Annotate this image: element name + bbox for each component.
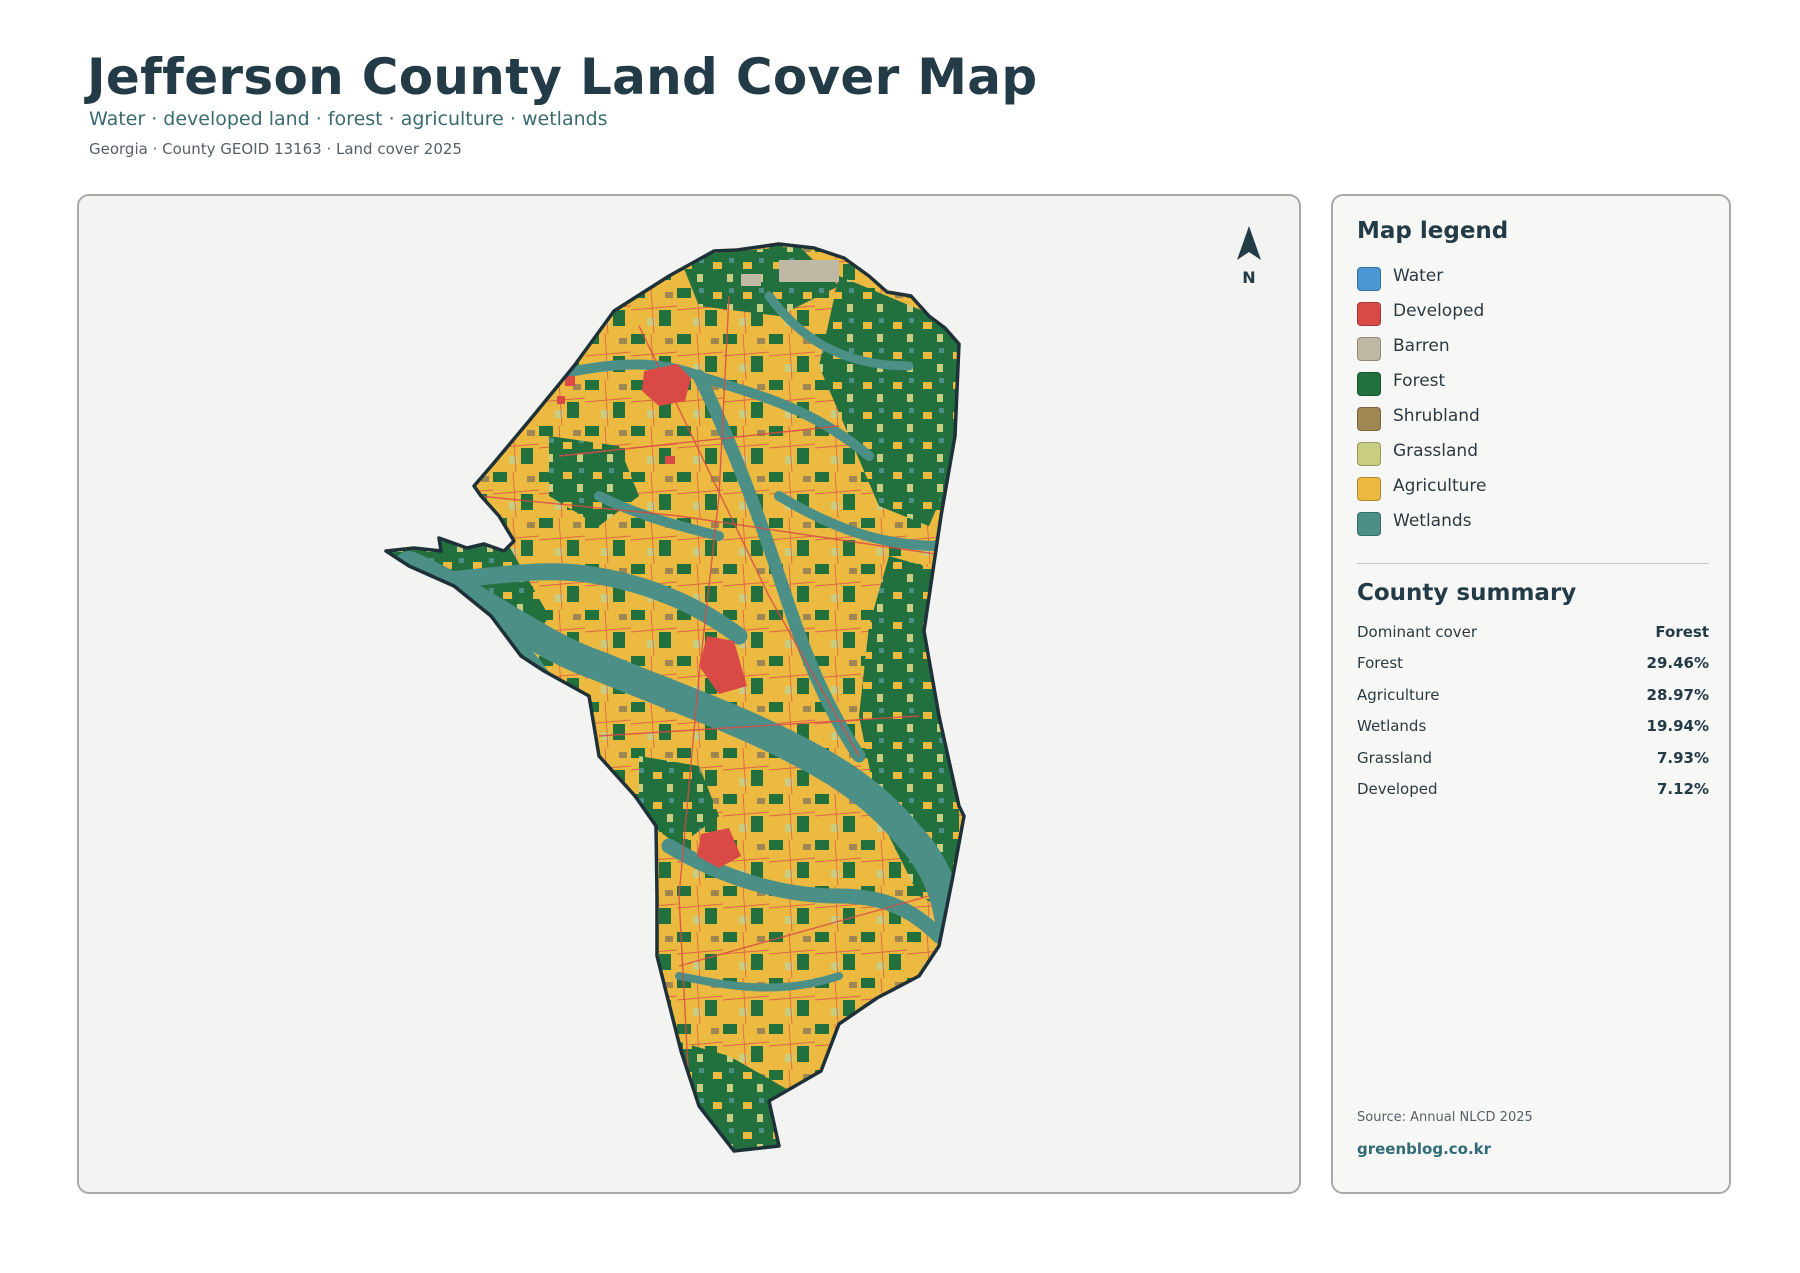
summary-label: Developed <box>1357 779 1438 798</box>
forest-patch <box>639 756 719 846</box>
road <box>558 425 840 457</box>
developed-area <box>565 376 575 386</box>
wetland-channel <box>661 838 947 944</box>
summary-label: Forest <box>1357 654 1404 673</box>
legend-item-water: Water <box>1357 265 1697 300</box>
legend-list: Water Developed Barren Forest Shrubland Grass… <box>1357 265 1697 545</box>
summary-label: Grassland <box>1357 748 1432 767</box>
legend-label: Agriculture <box>1393 476 1487 496</box>
north-arrow: N <box>1229 226 1269 287</box>
legend-item-agriculture: Agriculture <box>1357 475 1697 510</box>
summary-row: Forest 29.46% <box>1357 654 1709 685</box>
wetland-channel <box>544 359 874 461</box>
map-meta-line: Georgia · County GEOID 13163 · Land cove… <box>89 140 462 158</box>
panel-divider <box>1357 563 1709 564</box>
road <box>598 715 920 737</box>
wetland-channel <box>675 972 843 992</box>
site-link[interactable]: greenblog.co.kr <box>1357 1140 1492 1158</box>
summary-heading: County summary <box>1357 580 1577 606</box>
legend-swatch <box>1357 302 1381 326</box>
legend-item-barren: Barren <box>1357 335 1697 370</box>
map-title: Jefferson County Land Cover Map <box>87 48 1038 106</box>
legend-swatch <box>1357 407 1381 431</box>
summary-table: Dominant cover Forest Forest 29.46% Agricult… <box>1357 623 1709 811</box>
legend-swatch <box>1357 477 1381 501</box>
legend-label: Grassland <box>1393 441 1478 461</box>
legend-label: Barren <box>1393 336 1450 356</box>
legend-swatch <box>1357 372 1381 396</box>
north-label: N <box>1242 268 1256 287</box>
source-note: Source: Annual NLCD 2025 <box>1357 1110 1533 1125</box>
developed-area <box>623 836 637 846</box>
summary-value: 29.46% <box>1646 654 1709 673</box>
forest-patch <box>819 276 959 526</box>
road <box>678 295 730 1127</box>
developed-area <box>699 636 747 694</box>
summary-label: Agriculture <box>1357 685 1440 704</box>
summary-row: Dominant cover Forest <box>1357 623 1709 654</box>
county-map[interactable] <box>79 196 1301 1194</box>
legend-item-grassland: Grassland <box>1357 440 1697 475</box>
legend-label: Wetlands <box>1393 511 1472 531</box>
legend-swatch <box>1357 442 1381 466</box>
summary-label: Wetlands <box>1357 717 1427 736</box>
legend-item-developed: Developed <box>1357 300 1697 335</box>
summary-value: 28.97% <box>1646 685 1709 704</box>
summary-row: Developed 7.12% <box>1357 780 1709 811</box>
legend-item-wetlands: Wetlands <box>1357 510 1697 545</box>
summary-value: 19.94% <box>1646 717 1709 736</box>
map-panel[interactable]: N <box>77 194 1301 1194</box>
developed-area <box>642 364 691 406</box>
legend-heading: Map legend <box>1357 218 1509 244</box>
legend-label: Water <box>1393 266 1444 286</box>
main-wetland-channel <box>394 551 964 931</box>
wetland-channel <box>594 491 724 541</box>
legend-swatch <box>1357 337 1381 361</box>
developed-area <box>697 828 741 868</box>
summary-row: Grassland 7.93% <box>1357 749 1709 780</box>
developed-area <box>665 456 675 464</box>
forest-patch <box>659 1036 799 1151</box>
summary-row: Agriculture 28.97% <box>1357 686 1709 717</box>
summary-value: 7.12% <box>1656 779 1709 798</box>
summary-row: Wetlands 19.94% <box>1357 717 1709 748</box>
legend-label: Developed <box>1393 301 1485 321</box>
legend-swatch <box>1357 267 1381 291</box>
legend-label: Forest <box>1393 371 1446 391</box>
wetland-channel <box>430 563 748 645</box>
barren-patch <box>779 260 839 282</box>
side-panel: Map legend Water Developed Barren Forest Shr… <box>1331 194 1731 1194</box>
county-boundary <box>384 242 966 1153</box>
summary-label: Dominant cover <box>1357 623 1478 641</box>
legend-swatch <box>1357 512 1381 536</box>
wetland-channel <box>774 491 944 551</box>
barren-patch <box>741 274 761 286</box>
summary-value: Forest <box>1655 623 1709 641</box>
legend-item-forest: Forest <box>1357 370 1697 405</box>
road <box>638 325 860 757</box>
legend-item-shrubland: Shrubland <box>1357 405 1697 440</box>
developed-area <box>557 396 565 404</box>
wetland-channel <box>764 291 914 371</box>
legend-label: Shrubland <box>1393 406 1480 426</box>
map-subtitle: Water · developed land · forest · agricu… <box>89 108 608 130</box>
road <box>478 495 950 557</box>
north-arrow-icon <box>1237 226 1261 260</box>
summary-value: 7.93% <box>1656 748 1709 767</box>
road <box>678 895 930 967</box>
